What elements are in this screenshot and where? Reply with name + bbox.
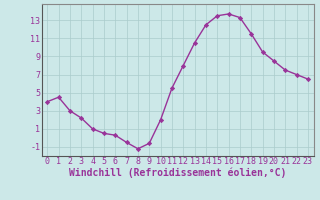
X-axis label: Windchill (Refroidissement éolien,°C): Windchill (Refroidissement éolien,°C)	[69, 168, 286, 178]
